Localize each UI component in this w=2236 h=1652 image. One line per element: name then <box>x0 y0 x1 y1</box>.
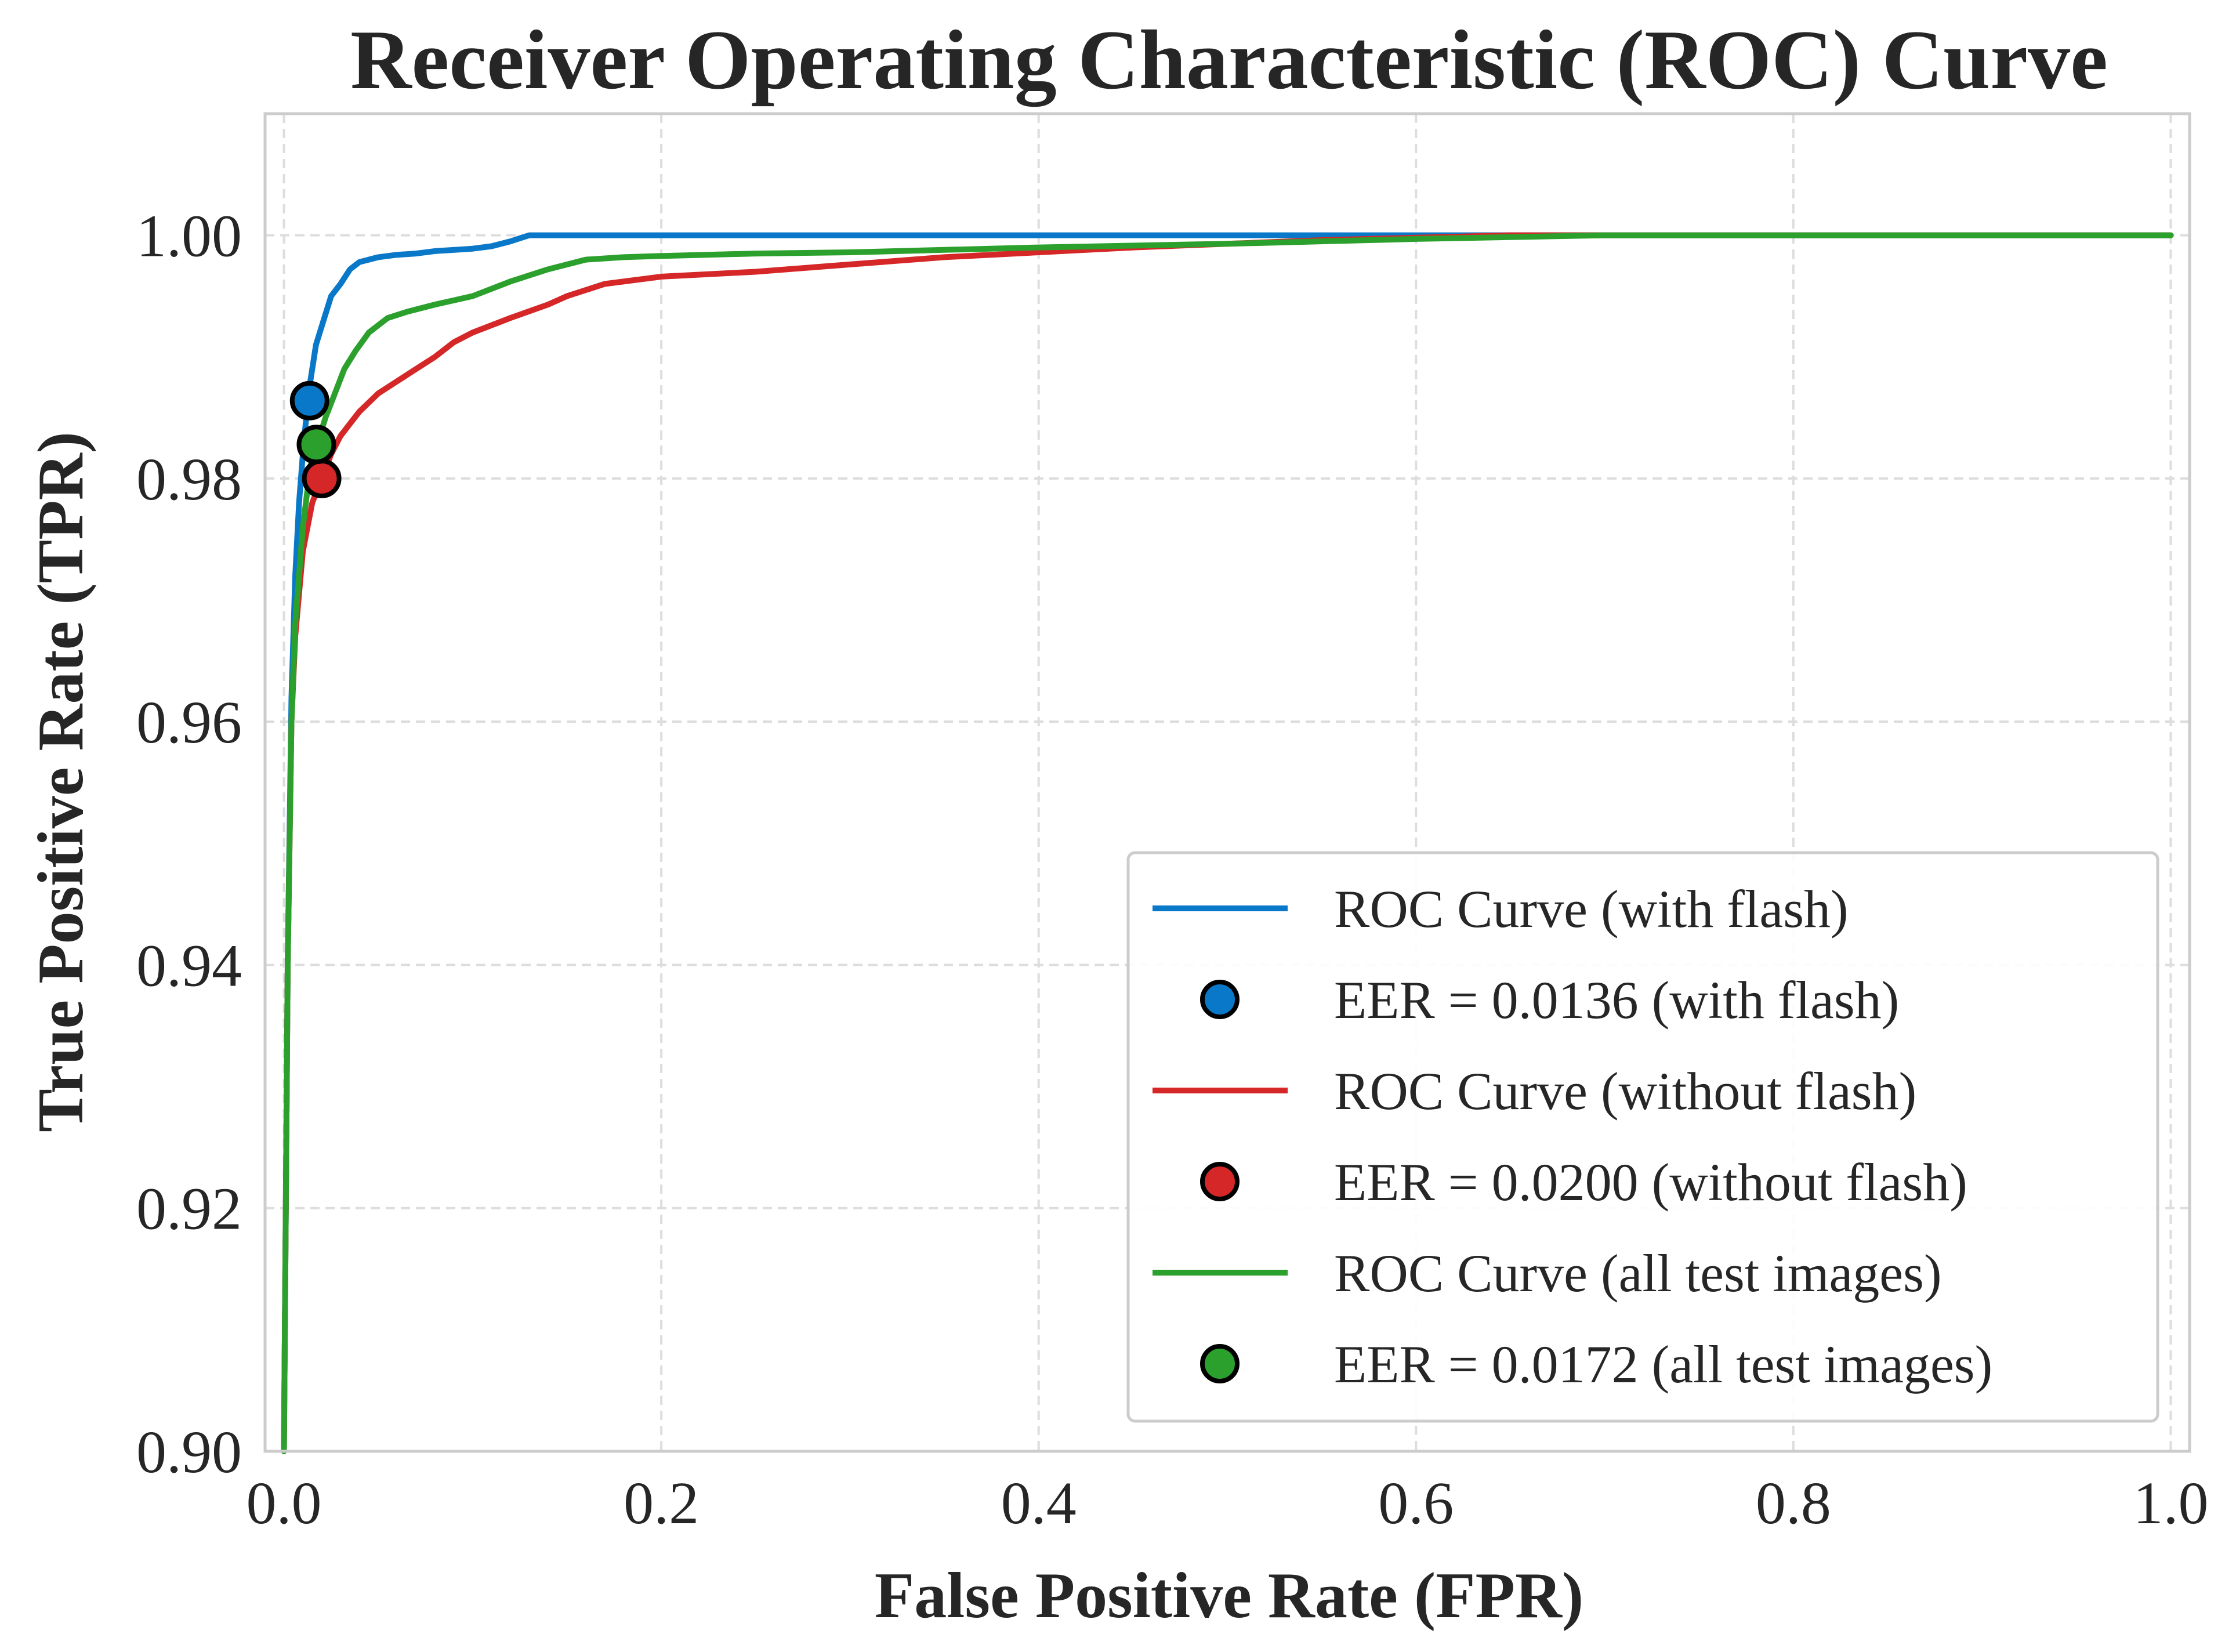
y-tick-label: 0.94 <box>136 932 242 999</box>
eer-markers <box>289 381 342 498</box>
y-tick-label: 0.98 <box>136 446 242 513</box>
eer-marker-with-flash <box>289 381 329 421</box>
x-tick-label: 0.4 <box>1001 1470 1077 1537</box>
y-tick-label: 0.96 <box>136 689 242 756</box>
legend-marker-swatch-without-flash <box>1200 1162 1240 1201</box>
tick-labels: 0.0 0.2 0.4 0.6 0.8 1.0 0.90 0.92 0.94 0.96 0.98 1.… <box>136 203 2208 1537</box>
eer-marker-all-test-images <box>296 425 336 465</box>
legend: ROC Curve (with flash) EER = 0.0136 (with… <box>1126 851 2159 1423</box>
x-tick-label: 0.2 <box>624 1470 699 1537</box>
legend-box <box>1126 851 2159 1423</box>
legend-label: ROC Curve (all test images) <box>1334 1244 1942 1303</box>
x-tick-label: 0.8 <box>1756 1470 1831 1537</box>
y-tick-label: 1.00 <box>136 203 242 270</box>
legend-label: ROC Curve (with flash) <box>1334 879 1849 939</box>
y-tick-label: 0.90 <box>136 1419 242 1486</box>
roc-line-with-flash <box>281 232 2174 1454</box>
y-tick-label: 0.92 <box>136 1176 242 1242</box>
legend-label: EER = 0.0172 (all test images) <box>1334 1335 1992 1394</box>
y-axis-label: True Positive Rate (TPR) <box>25 432 97 1132</box>
eer-marker-without-flash <box>302 458 342 498</box>
x-axis-label: False Positive Rate (FPR) <box>875 1560 1583 1632</box>
legend-marker-swatch-all-test-images <box>1200 1344 1240 1383</box>
legend-label: EER = 0.0136 (with flash) <box>1334 970 1899 1030</box>
x-tick-label: 0.6 <box>1378 1470 1454 1537</box>
legend-label: ROC Curve (without flash) <box>1334 1062 1916 1121</box>
plot-frame <box>263 112 2191 1453</box>
legend-marker-swatch-with-flash <box>1200 980 1240 1019</box>
x-tick-label: 1.0 <box>2133 1470 2208 1537</box>
x-tick-label: 0.0 <box>247 1470 322 1537</box>
chart-title: Receiver Operating Characteristic (ROC) … <box>350 13 2108 107</box>
legend-label: EER = 0.0200 (without flash) <box>1334 1153 1967 1212</box>
